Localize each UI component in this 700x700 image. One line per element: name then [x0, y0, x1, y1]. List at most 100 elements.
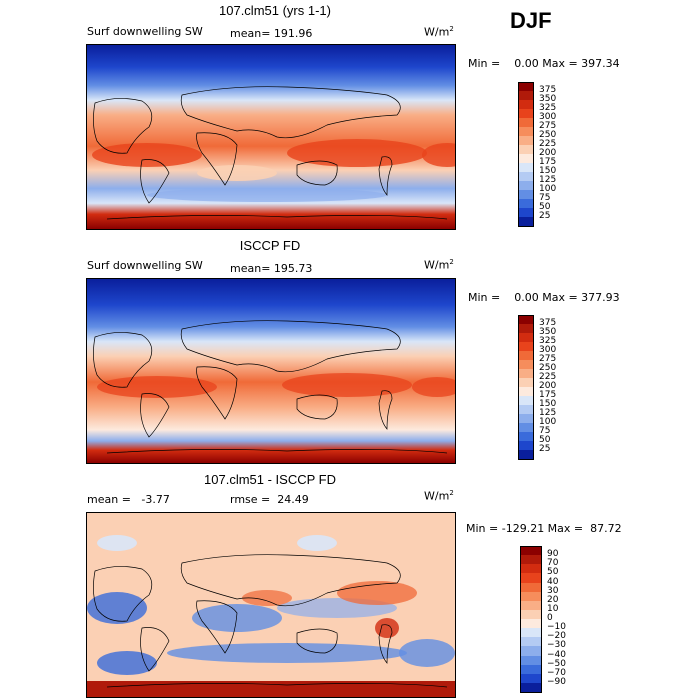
colorbar-tick-label: 10 — [547, 603, 559, 614]
colorbar-tick-label: 125 — [539, 175, 557, 185]
colorbar-swatch — [520, 619, 542, 629]
colorbar-swatch — [518, 414, 534, 424]
colorbar-tick-label: 200 — [539, 148, 557, 158]
colorbar-swatch — [518, 217, 534, 227]
colorbar-swatch — [520, 600, 542, 611]
colorbar-swatch — [518, 360, 534, 370]
mean-label: mean = -3.77 — [87, 493, 170, 506]
colorbar-swatch — [520, 637, 542, 647]
panel-title: ISCCP FD — [239, 238, 301, 253]
colorbar-swatch — [520, 673, 542, 684]
colorbar-tick-label: 125 — [539, 408, 557, 418]
colorbar-swatch — [518, 378, 534, 388]
colorbar-swatch — [518, 181, 534, 191]
colorbar-tick-label: 375 — [539, 318, 557, 328]
colorbar-tick-label: 175 — [539, 157, 557, 167]
colorbar-tick-label: 325 — [539, 336, 557, 346]
colorbar-tick-label: 75 — [539, 426, 551, 436]
colorbar-tick-label: 40 — [547, 576, 559, 587]
colorbar-swatch — [520, 555, 542, 565]
colorbar-swatch — [518, 333, 534, 343]
colorbar-tick-label: 50 — [547, 567, 559, 578]
colorbar-swatch — [520, 628, 542, 638]
colorbar-tick-label: 350 — [539, 327, 557, 337]
colorbar-tick-label: 100 — [539, 184, 557, 194]
colorbar-tick-label: 30 — [547, 585, 559, 596]
colorbar-swatch — [518, 127, 534, 137]
colorbar-swatch — [518, 91, 534, 101]
variable-label: Surf downwelling SW — [87, 25, 203, 38]
colorbar-swatch — [520, 546, 542, 556]
minmax-label: Min = 0.00 Max = 377.93 — [468, 291, 620, 304]
colorbar-swatch — [518, 450, 534, 460]
season-label: DJF — [510, 8, 552, 33]
colorbar-swatch — [518, 136, 534, 146]
colorbar-swatch — [518, 324, 534, 334]
colorbar-tick-label: 0 — [547, 613, 553, 623]
colorbar-tick-label: 325 — [539, 103, 557, 113]
colorbar-tick-label: 90 — [547, 549, 559, 560]
colorbar-tick-label: 375 — [539, 85, 557, 95]
panel-title: 107.clm51 (yrs 1-1) — [219, 3, 331, 18]
colorbar-swatch — [518, 100, 534, 110]
colorbar-tick-label: 350 — [539, 94, 557, 104]
colorbar-swatch — [520, 564, 542, 574]
colorbar-swatch — [520, 664, 542, 675]
colorbar-swatch — [518, 405, 534, 415]
colorbar-swatch — [520, 609, 542, 620]
colorbar-swatch — [520, 682, 542, 693]
minmax-label: Min = 0.00 Max = 397.34 — [468, 57, 620, 70]
colorbar: 375 350 325 300 275 250 225 200 175 150 125 100 75 50… — [518, 82, 556, 227]
colorbar-swatch — [518, 82, 534, 92]
colorbar-swatch — [518, 369, 534, 379]
colorbar-tick-label: 50 — [539, 435, 551, 445]
colorbar-tick-label: 250 — [539, 363, 557, 373]
colorbar-swatch — [518, 208, 534, 218]
colorbar-swatch — [518, 118, 534, 128]
colorbar-swatch — [518, 387, 534, 397]
mean-label: mean= 195.73 — [230, 262, 313, 275]
colorbar-tick-label: 25 — [539, 211, 551, 221]
colorbar-swatch — [518, 109, 534, 119]
units-label: W/m2 — [424, 489, 454, 503]
colorbar-swatch — [520, 591, 542, 602]
map-difference — [86, 512, 456, 698]
colorbar-tick-label: 25 — [539, 444, 551, 454]
colorbar-swatch — [520, 655, 542, 666]
colorbar-tick-label: 250 — [539, 130, 557, 140]
colorbar-swatch — [518, 441, 534, 451]
colorbar-tick-label: 225 — [539, 372, 557, 382]
colorbar-tick-label: 100 — [539, 417, 557, 427]
colorbar-swatch — [518, 342, 534, 352]
colorbar-tick-label: 50 — [539, 202, 551, 212]
colorbar-tick-label: 275 — [539, 354, 557, 364]
colorbar-tick-label: −30 — [547, 640, 566, 651]
colorbar-swatch — [520, 646, 542, 656]
colorbar: 90 70 50 40 30 20 10 0 −10 −20 −30 −40 −50 −70 −90 — [520, 546, 566, 693]
variable-label: Surf downwelling SW — [87, 259, 203, 272]
colorbar: 375 350 325 300 275 250 225 200 175 150 125 100 75 50… — [518, 315, 556, 460]
colorbar-tick-label: 20 — [547, 594, 559, 605]
colorbar-tick-label: 175 — [539, 390, 557, 400]
colorbar-tick-label: 150 — [539, 399, 557, 409]
colorbar-swatch — [518, 154, 534, 164]
colorbar-swatch — [518, 315, 534, 325]
colorbar-tick-label: 75 — [539, 193, 551, 203]
panel-title: 107.clm51 - ISCCP FD — [204, 472, 336, 487]
colorbar-tick-label: 300 — [539, 112, 557, 122]
colorbar-tick-label: −90 — [547, 676, 566, 687]
colorbar-swatch — [520, 573, 542, 583]
colorbar-tick-label: −40 — [547, 649, 566, 660]
colorbar-swatch — [518, 163, 534, 173]
colorbar-swatch — [518, 172, 534, 182]
map-observation — [86, 278, 456, 464]
colorbar-swatch — [518, 199, 534, 209]
colorbar-swatch — [518, 145, 534, 155]
colorbar-tick-label: −50 — [547, 658, 566, 669]
rmse-label: rmse = 24.49 — [230, 493, 309, 506]
mean-label: mean= 191.96 — [230, 27, 313, 40]
colorbar-tick-label: −20 — [547, 631, 566, 642]
colorbar-swatch — [518, 396, 534, 406]
colorbar-tick-label: 70 — [547, 558, 559, 569]
colorbar-swatch — [518, 351, 534, 361]
